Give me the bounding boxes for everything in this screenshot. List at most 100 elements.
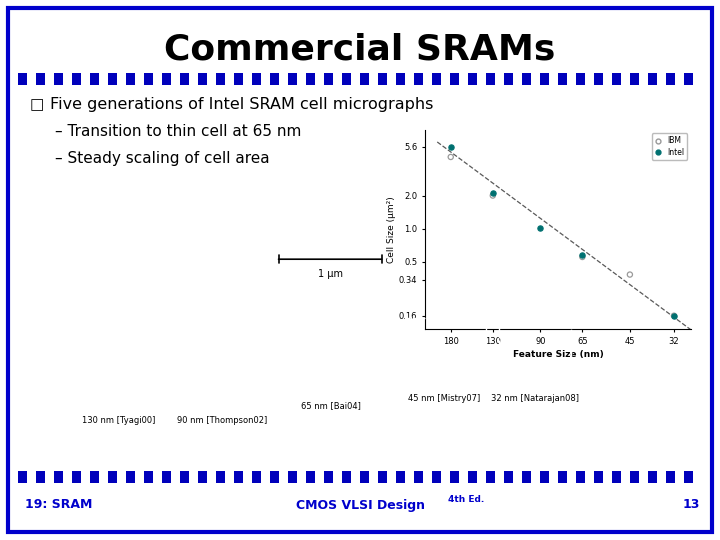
- Legend: IBM, Intel: IBM, Intel: [652, 133, 688, 160]
- Text: 45 nm [Mistry07]: 45 nm [Mistry07]: [408, 394, 480, 403]
- Y-axis label: Cell Size (μm²): Cell Size (μm²): [387, 196, 396, 263]
- Bar: [189, 73, 198, 85]
- Bar: [522, 73, 531, 85]
- Bar: [498, 318, 572, 358]
- Bar: [243, 471, 252, 483]
- Bar: [387, 471, 396, 483]
- Bar: [36, 471, 45, 483]
- Bar: [171, 471, 180, 483]
- Text: 13: 13: [683, 498, 700, 511]
- Bar: [261, 73, 270, 85]
- Bar: [279, 73, 288, 85]
- Bar: [459, 73, 468, 85]
- Bar: [531, 73, 540, 85]
- Point: [487, 191, 498, 200]
- Bar: [396, 73, 405, 85]
- Bar: [477, 471, 486, 483]
- Bar: [504, 73, 513, 85]
- Bar: [540, 73, 549, 85]
- Bar: [108, 73, 117, 85]
- Bar: [684, 471, 693, 483]
- Bar: [360, 73, 369, 85]
- Text: 90 nm [Thompson02]: 90 nm [Thompson02]: [176, 416, 267, 424]
- Bar: [693, 73, 702, 85]
- Bar: [117, 471, 126, 483]
- Bar: [207, 73, 216, 85]
- Bar: [306, 471, 315, 483]
- Bar: [585, 73, 594, 85]
- Bar: [81, 73, 90, 85]
- Point: [487, 189, 498, 198]
- Bar: [72, 471, 81, 483]
- Bar: [378, 73, 387, 85]
- Bar: [63, 471, 72, 483]
- Bar: [675, 471, 684, 483]
- Bar: [612, 73, 621, 85]
- Bar: [306, 73, 315, 85]
- Bar: [477, 73, 486, 85]
- Bar: [270, 471, 279, 483]
- Bar: [612, 471, 621, 483]
- Text: 130 nm [Tyagi00]: 130 nm [Tyagi00]: [82, 416, 156, 424]
- Bar: [90, 73, 99, 85]
- Bar: [639, 471, 648, 483]
- Bar: [342, 471, 351, 483]
- Bar: [153, 471, 162, 483]
- Bar: [657, 73, 666, 85]
- Bar: [144, 471, 153, 483]
- Text: 65 nm [Bai04]: 65 nm [Bai04]: [301, 402, 361, 410]
- Bar: [81, 471, 90, 483]
- Bar: [54, 471, 63, 483]
- Bar: [648, 471, 657, 483]
- Bar: [450, 471, 459, 483]
- Bar: [234, 471, 243, 483]
- Bar: [441, 471, 450, 483]
- Point: [668, 312, 680, 320]
- Bar: [171, 73, 180, 85]
- Bar: [36, 73, 45, 85]
- Text: – Steady scaling of cell area: – Steady scaling of cell area: [55, 151, 269, 165]
- Bar: [315, 471, 324, 483]
- Bar: [531, 471, 540, 483]
- Bar: [63, 73, 72, 85]
- Bar: [423, 471, 432, 483]
- Bar: [333, 73, 342, 85]
- Bar: [621, 73, 630, 85]
- Bar: [414, 471, 423, 483]
- Bar: [225, 471, 234, 483]
- Bar: [18, 73, 27, 85]
- Bar: [324, 471, 333, 483]
- Bar: [558, 471, 567, 483]
- Bar: [594, 471, 603, 483]
- Text: 32 nm [Natarajan08]: 32 nm [Natarajan08]: [491, 394, 579, 403]
- Bar: [90, 471, 99, 483]
- Bar: [278, 281, 384, 349]
- Bar: [189, 471, 198, 483]
- Bar: [27, 73, 36, 85]
- Bar: [675, 73, 684, 85]
- Bar: [288, 73, 297, 85]
- Bar: [468, 471, 477, 483]
- Bar: [243, 73, 252, 85]
- Bar: [576, 471, 585, 483]
- Bar: [369, 471, 378, 483]
- Bar: [333, 471, 342, 483]
- Bar: [108, 471, 117, 483]
- Bar: [585, 471, 594, 483]
- Text: Commercial SRAMs: Commercial SRAMs: [164, 33, 556, 67]
- Bar: [630, 471, 639, 483]
- Bar: [486, 73, 495, 85]
- Bar: [162, 471, 171, 483]
- Bar: [432, 73, 441, 85]
- Bar: [405, 73, 414, 85]
- Bar: [270, 73, 279, 85]
- Bar: [135, 73, 144, 85]
- Bar: [603, 73, 612, 85]
- Bar: [54, 73, 63, 85]
- Bar: [198, 471, 207, 483]
- Bar: [414, 73, 423, 85]
- Bar: [522, 471, 531, 483]
- Bar: [693, 471, 702, 483]
- Text: CMOS VLSI Design: CMOS VLSI Design: [295, 498, 425, 511]
- Bar: [126, 471, 135, 483]
